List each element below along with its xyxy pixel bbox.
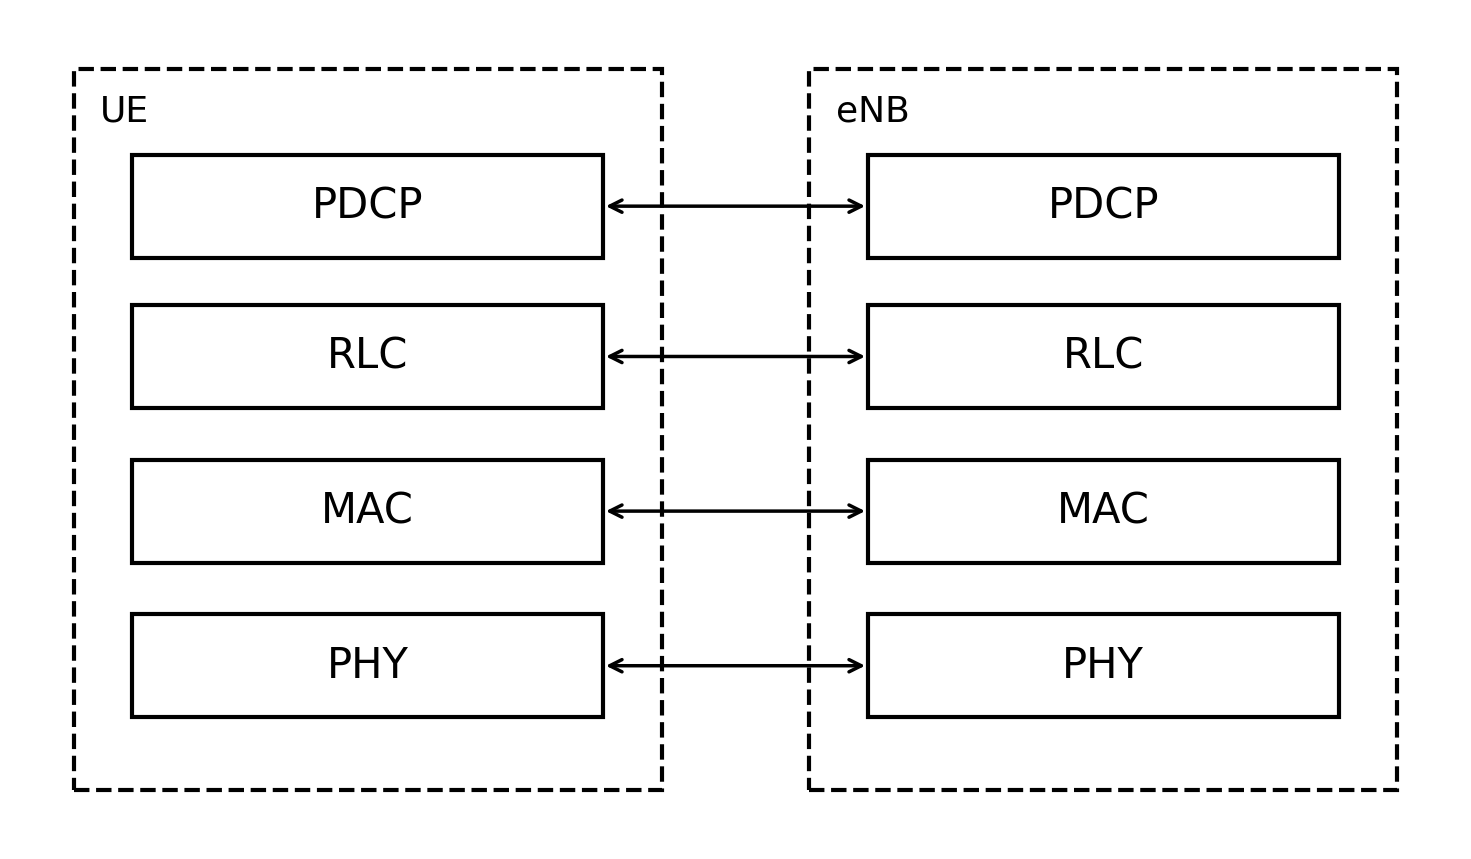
Text: RLC: RLC [327,336,409,377]
Text: PDCP: PDCP [1047,186,1159,227]
Text: PHY: PHY [1062,645,1144,686]
Bar [132,614,603,717]
Bar [74,69,662,790]
Text: UE: UE [100,94,149,129]
Text: PDCP: PDCP [312,186,424,227]
Bar [868,155,1339,258]
Text: eNB: eNB [836,94,909,129]
Bar [868,305,1339,408]
Text: MAC: MAC [1056,490,1150,532]
Bar [132,460,603,563]
Bar [132,305,603,408]
Text: MAC: MAC [321,490,415,532]
Bar [132,155,603,258]
Bar [868,460,1339,563]
Bar [809,69,1397,790]
Text: RLC: RLC [1062,336,1144,377]
Bar [868,614,1339,717]
Text: PHY: PHY [327,645,409,686]
